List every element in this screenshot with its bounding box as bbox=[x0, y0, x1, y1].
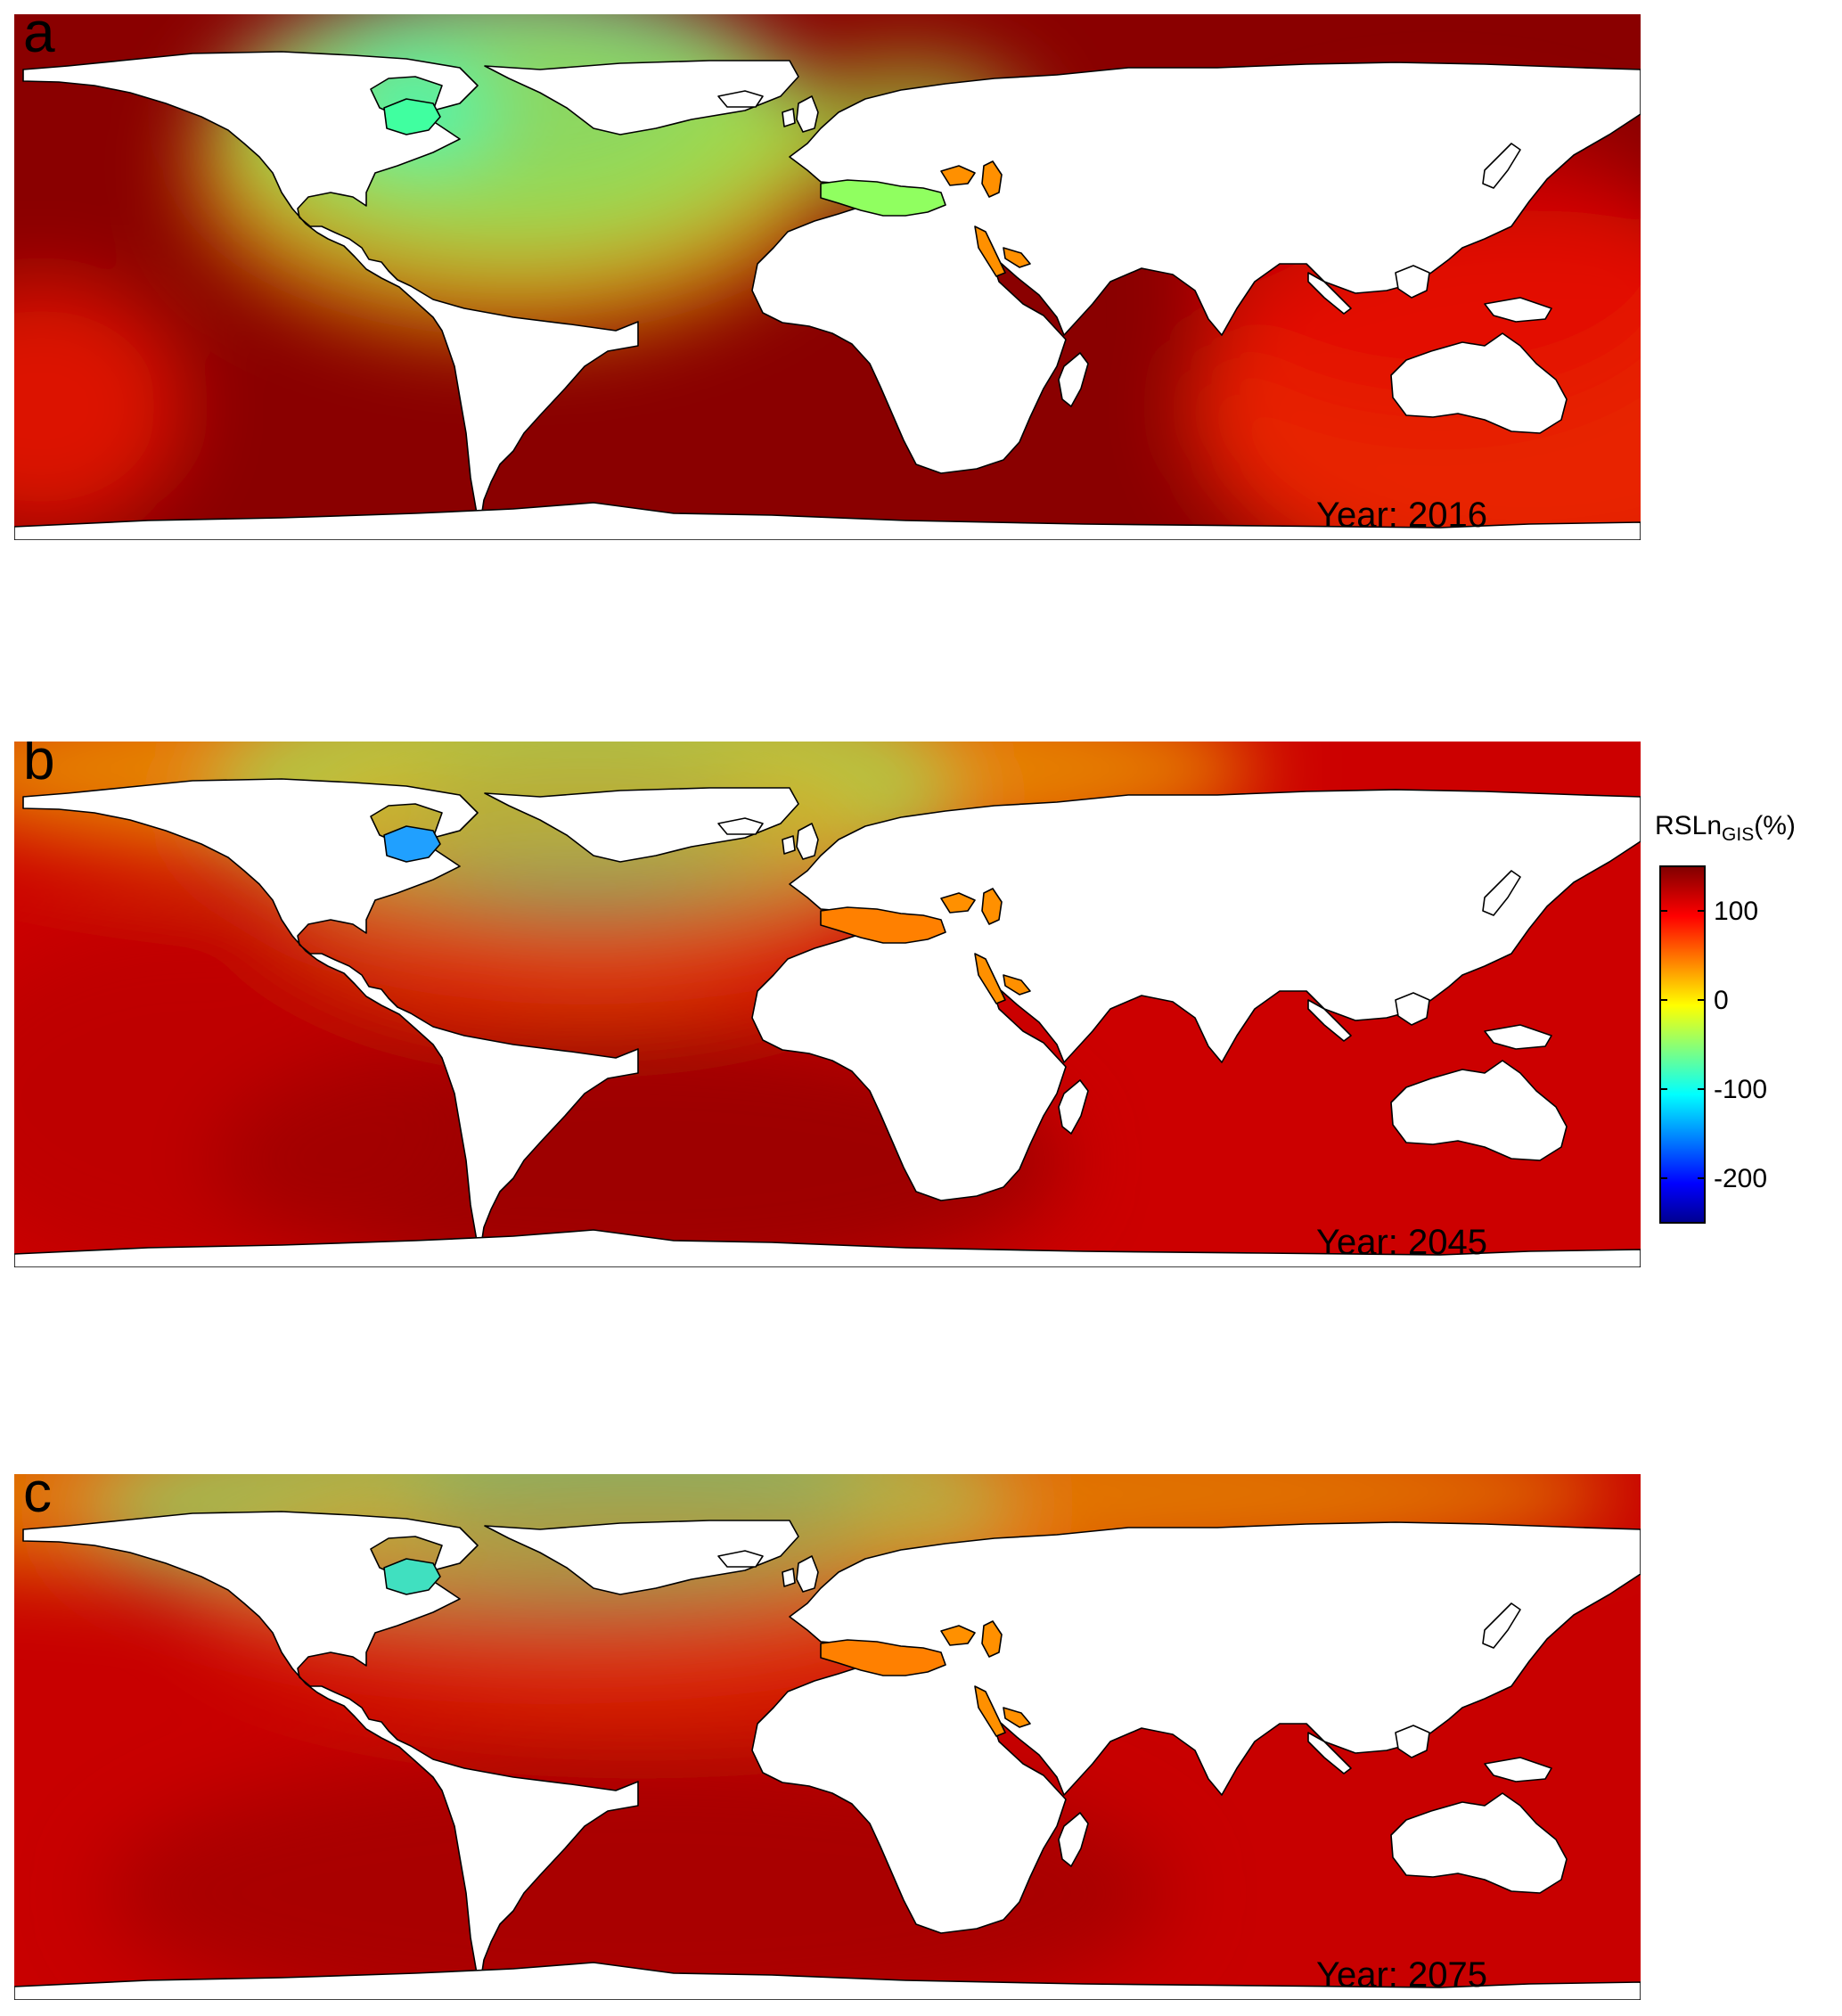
landmass-japan bbox=[1482, 1602, 1521, 1649]
landmass-mediterranean bbox=[820, 906, 946, 944]
landmass-madagascar bbox=[1058, 1079, 1089, 1135]
landmass-sumatra bbox=[1307, 999, 1352, 1042]
landmass-newguinea bbox=[1484, 1024, 1552, 1050]
landmass-arabiangulf bbox=[1003, 247, 1031, 268]
landmass-eurasia_africa bbox=[751, 1521, 1641, 1934]
coastlines bbox=[14, 51, 1641, 540]
landmass-australia bbox=[1390, 1792, 1568, 1894]
year-label-c: Year: 2075 bbox=[1315, 1955, 1487, 1995]
landmass-greenland bbox=[484, 787, 799, 863]
landmass-sumatra bbox=[1307, 1732, 1352, 1774]
colorbar-title: RSLnGIS(%) bbox=[1655, 811, 1796, 846]
year-label-a: Year: 2016 bbox=[1315, 496, 1487, 535]
landmass-uk bbox=[796, 95, 819, 133]
landmass-japan bbox=[1482, 870, 1521, 916]
panel-letter-a: a bbox=[23, 14, 55, 64]
landmass-borneo bbox=[1395, 1725, 1430, 1758]
landmass-caspian bbox=[981, 1620, 1003, 1658]
colorbar-title-sub: GIS bbox=[1722, 824, 1755, 845]
landmass-ireland bbox=[782, 1568, 796, 1587]
landmass-australia bbox=[1390, 1060, 1568, 1161]
year-label-b: Year: 2045 bbox=[1315, 1223, 1487, 1262]
landmass-eurasia_africa bbox=[751, 61, 1641, 474]
landmass-borneo bbox=[1395, 265, 1430, 299]
landmass-hudson bbox=[383, 1558, 441, 1595]
landmass-arabiangulf bbox=[1003, 974, 1031, 996]
colorbar-svg: 100 0 -100 -200 bbox=[1659, 865, 1767, 1224]
landmass-mediterranean bbox=[820, 179, 946, 217]
landmass-hudson bbox=[383, 98, 441, 135]
landmass-iceland bbox=[717, 90, 764, 108]
colorbar-tick-label: -100 bbox=[1714, 1075, 1767, 1104]
colorbar-title-main: RSLn bbox=[1655, 811, 1723, 840]
landmass-arabiangulf bbox=[1003, 1707, 1031, 1728]
landmass-blacksea bbox=[940, 892, 976, 914]
colorbar-tick-label: 0 bbox=[1714, 986, 1729, 1015]
landmass-madagascar bbox=[1058, 352, 1089, 407]
landmass-iceland bbox=[717, 1550, 764, 1568]
map-panel-a-svg bbox=[14, 14, 1641, 540]
landmass-caspian bbox=[981, 888, 1003, 925]
landmass-sumatra bbox=[1307, 272, 1352, 315]
landmass-newguinea bbox=[1484, 297, 1552, 323]
colorbar-tick-label: -200 bbox=[1714, 1164, 1767, 1193]
landmass-ireland bbox=[782, 108, 796, 127]
landmass-blacksea bbox=[940, 165, 976, 186]
coastlines bbox=[14, 778, 1641, 1267]
map-panel-b-svg bbox=[14, 742, 1641, 1267]
coastlines bbox=[14, 1511, 1641, 2000]
map-panel-c-svg bbox=[14, 1474, 1641, 2000]
landmass-mediterranean bbox=[820, 1639, 946, 1676]
map-panel-a: a Year: 2016 bbox=[14, 14, 1641, 540]
landmass-iceland bbox=[717, 817, 764, 835]
landmass-uk bbox=[796, 1555, 819, 1593]
landmass-americas bbox=[22, 778, 639, 1253]
landmass-redsea bbox=[974, 225, 1006, 277]
landmass-blacksea bbox=[940, 1625, 976, 1646]
landmass-borneo bbox=[1395, 992, 1430, 1026]
landmass-redsea bbox=[974, 953, 1006, 1004]
landmass-uk bbox=[796, 823, 819, 860]
ocean-anomaly-blob bbox=[14, 920, 460, 1267]
landmass-australia bbox=[1390, 332, 1568, 434]
landmass-hudson bbox=[383, 825, 441, 863]
landmass-ireland bbox=[782, 835, 796, 855]
landmass-redsea bbox=[974, 1685, 1006, 1737]
landmass-antarctica bbox=[14, 1229, 1641, 1267]
landmass-japan bbox=[1482, 143, 1521, 189]
landmass-antarctica bbox=[14, 502, 1641, 540]
panel-letter-b: b bbox=[23, 742, 55, 791]
colorbar-tick-label: 100 bbox=[1714, 897, 1758, 926]
landmass-americas bbox=[22, 51, 639, 526]
panel-letter-c: c bbox=[23, 1474, 52, 1524]
landmass-caspian bbox=[981, 160, 1003, 198]
colorbar: RSLnGIS(%) 100 0 -100 -200 bbox=[1653, 811, 1831, 1257]
landmass-greenland bbox=[484, 60, 799, 135]
landmass-antarctica bbox=[14, 1962, 1641, 2000]
landmass-madagascar bbox=[1058, 1812, 1089, 1867]
map-panel-b: b Year: 2045 bbox=[14, 742, 1641, 1267]
landmass-americas bbox=[22, 1511, 639, 1986]
colorbar-title-unit: (%) bbox=[1754, 811, 1796, 840]
colorbar-gradient bbox=[1659, 865, 1706, 1224]
landmass-greenland bbox=[484, 1520, 799, 1595]
map-panel-c: c Year: 2075 bbox=[14, 1474, 1641, 2000]
landmass-eurasia_africa bbox=[751, 789, 1641, 1201]
ocean-anomaly-blob bbox=[14, 282, 184, 531]
landmass-newguinea bbox=[1484, 1757, 1552, 1782]
